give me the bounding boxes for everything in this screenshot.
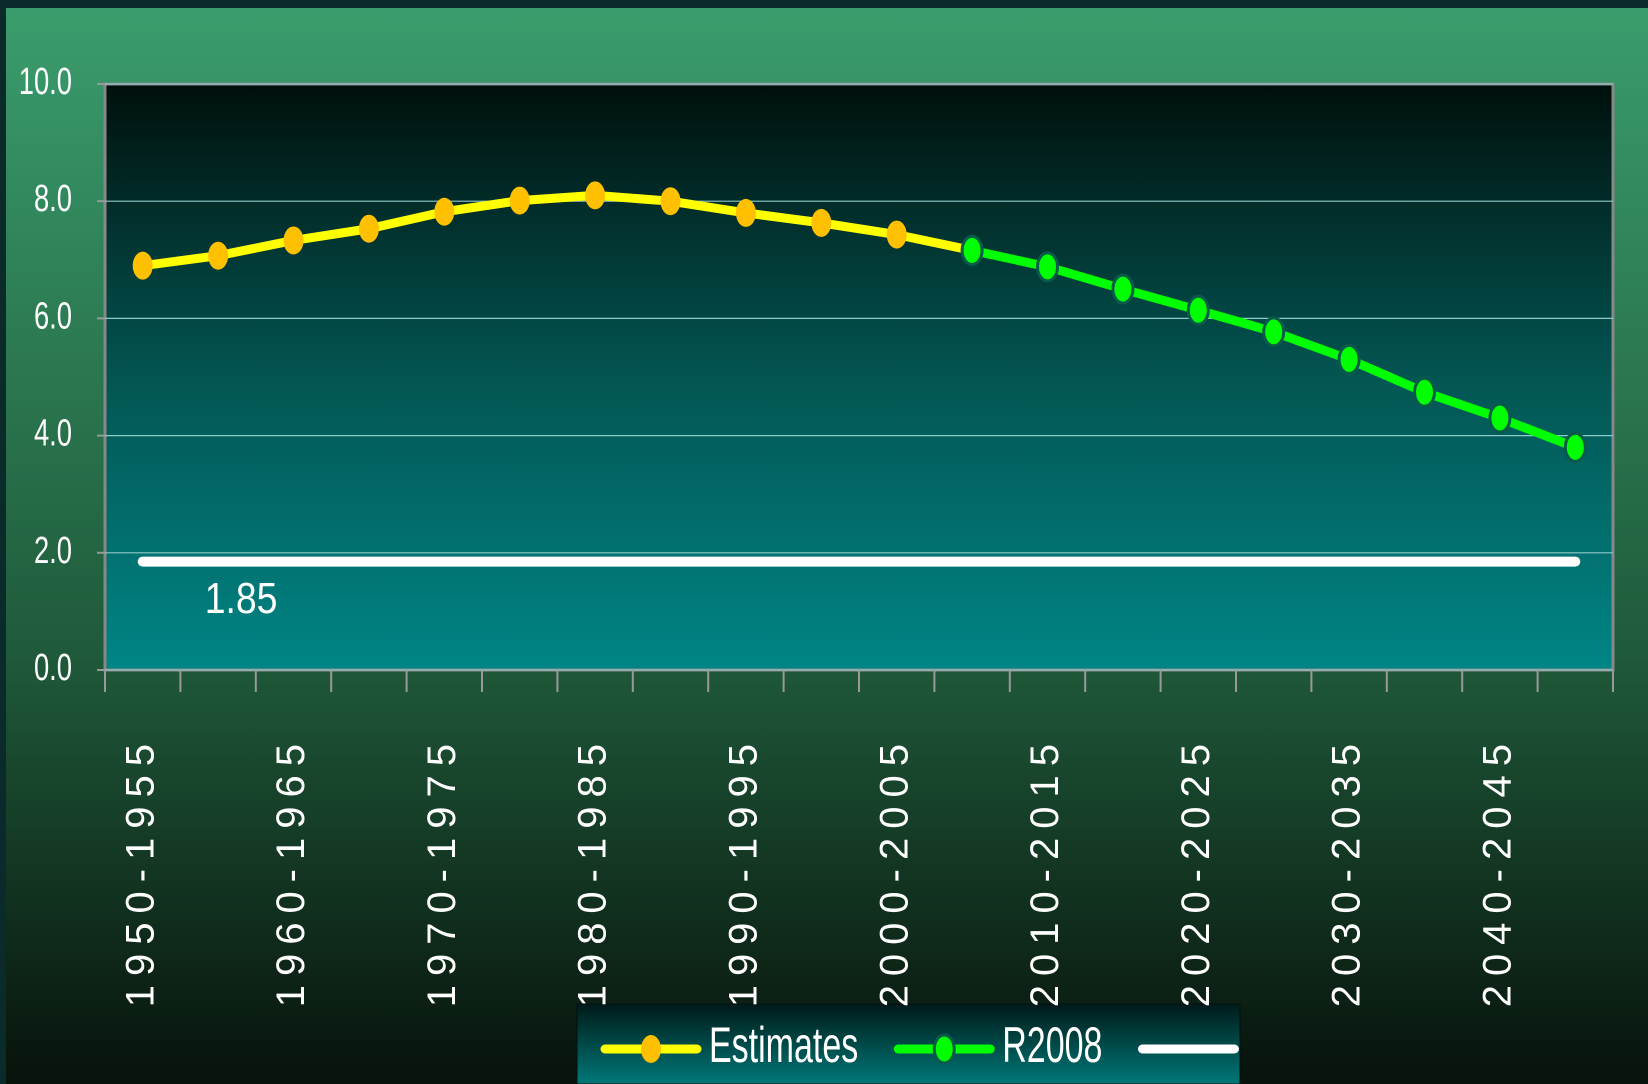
legend-marker — [932, 1033, 956, 1065]
x-tick-label: 2030-2035 — [1325, 735, 1369, 1007]
marker — [1563, 431, 1587, 463]
marker — [1337, 343, 1361, 375]
y-tick-label: 4.0 — [34, 412, 72, 454]
marker — [1036, 251, 1059, 283]
x-tick-label: 2020-2025 — [1174, 735, 1218, 1007]
marker — [585, 181, 606, 210]
y-tick-label: 10.0 — [19, 61, 72, 103]
plot-area — [103, 82, 1615, 672]
legend-label: R2008 — [1002, 1018, 1102, 1074]
marker — [660, 187, 681, 216]
legend-marker — [641, 1035, 661, 1063]
x-tick-label: 1950-1955 — [118, 735, 162, 1007]
marker — [1262, 316, 1286, 348]
marker — [811, 208, 832, 237]
legend — [576, 1003, 1241, 1084]
marker — [1186, 294, 1210, 326]
x-tick-label: 1960-1965 — [269, 735, 313, 1007]
marker — [960, 234, 984, 266]
legend-label: Estimates — [709, 1018, 858, 1074]
marker — [735, 198, 756, 227]
x-tick-label: 1990-1995 — [721, 735, 765, 1007]
y-tick-label: 6.0 — [34, 295, 72, 337]
marker — [509, 186, 530, 215]
y-tick-label: 2.0 — [34, 530, 72, 572]
marker — [208, 241, 229, 270]
data-label: 1.85 — [205, 573, 278, 623]
x-tick-label: 2040-2045 — [1475, 735, 1519, 1007]
y-tick-label: 0.0 — [34, 647, 72, 689]
series-line — [138, 190, 977, 271]
marker — [283, 226, 304, 255]
marker — [1488, 402, 1512, 434]
marker — [1111, 273, 1135, 305]
x-tick-label: 2010-2015 — [1023, 735, 1067, 1007]
marker — [358, 214, 379, 243]
marker — [434, 197, 455, 226]
marker — [132, 251, 153, 280]
x-tick-label: 2000-2005 — [872, 735, 916, 1007]
marker — [1413, 376, 1436, 408]
x-tick-label: 1970-1975 — [420, 735, 464, 1007]
y-tick-label: 8.0 — [34, 178, 72, 220]
marker — [886, 220, 907, 249]
x-tick-label: 1980-1985 — [571, 735, 615, 1007]
